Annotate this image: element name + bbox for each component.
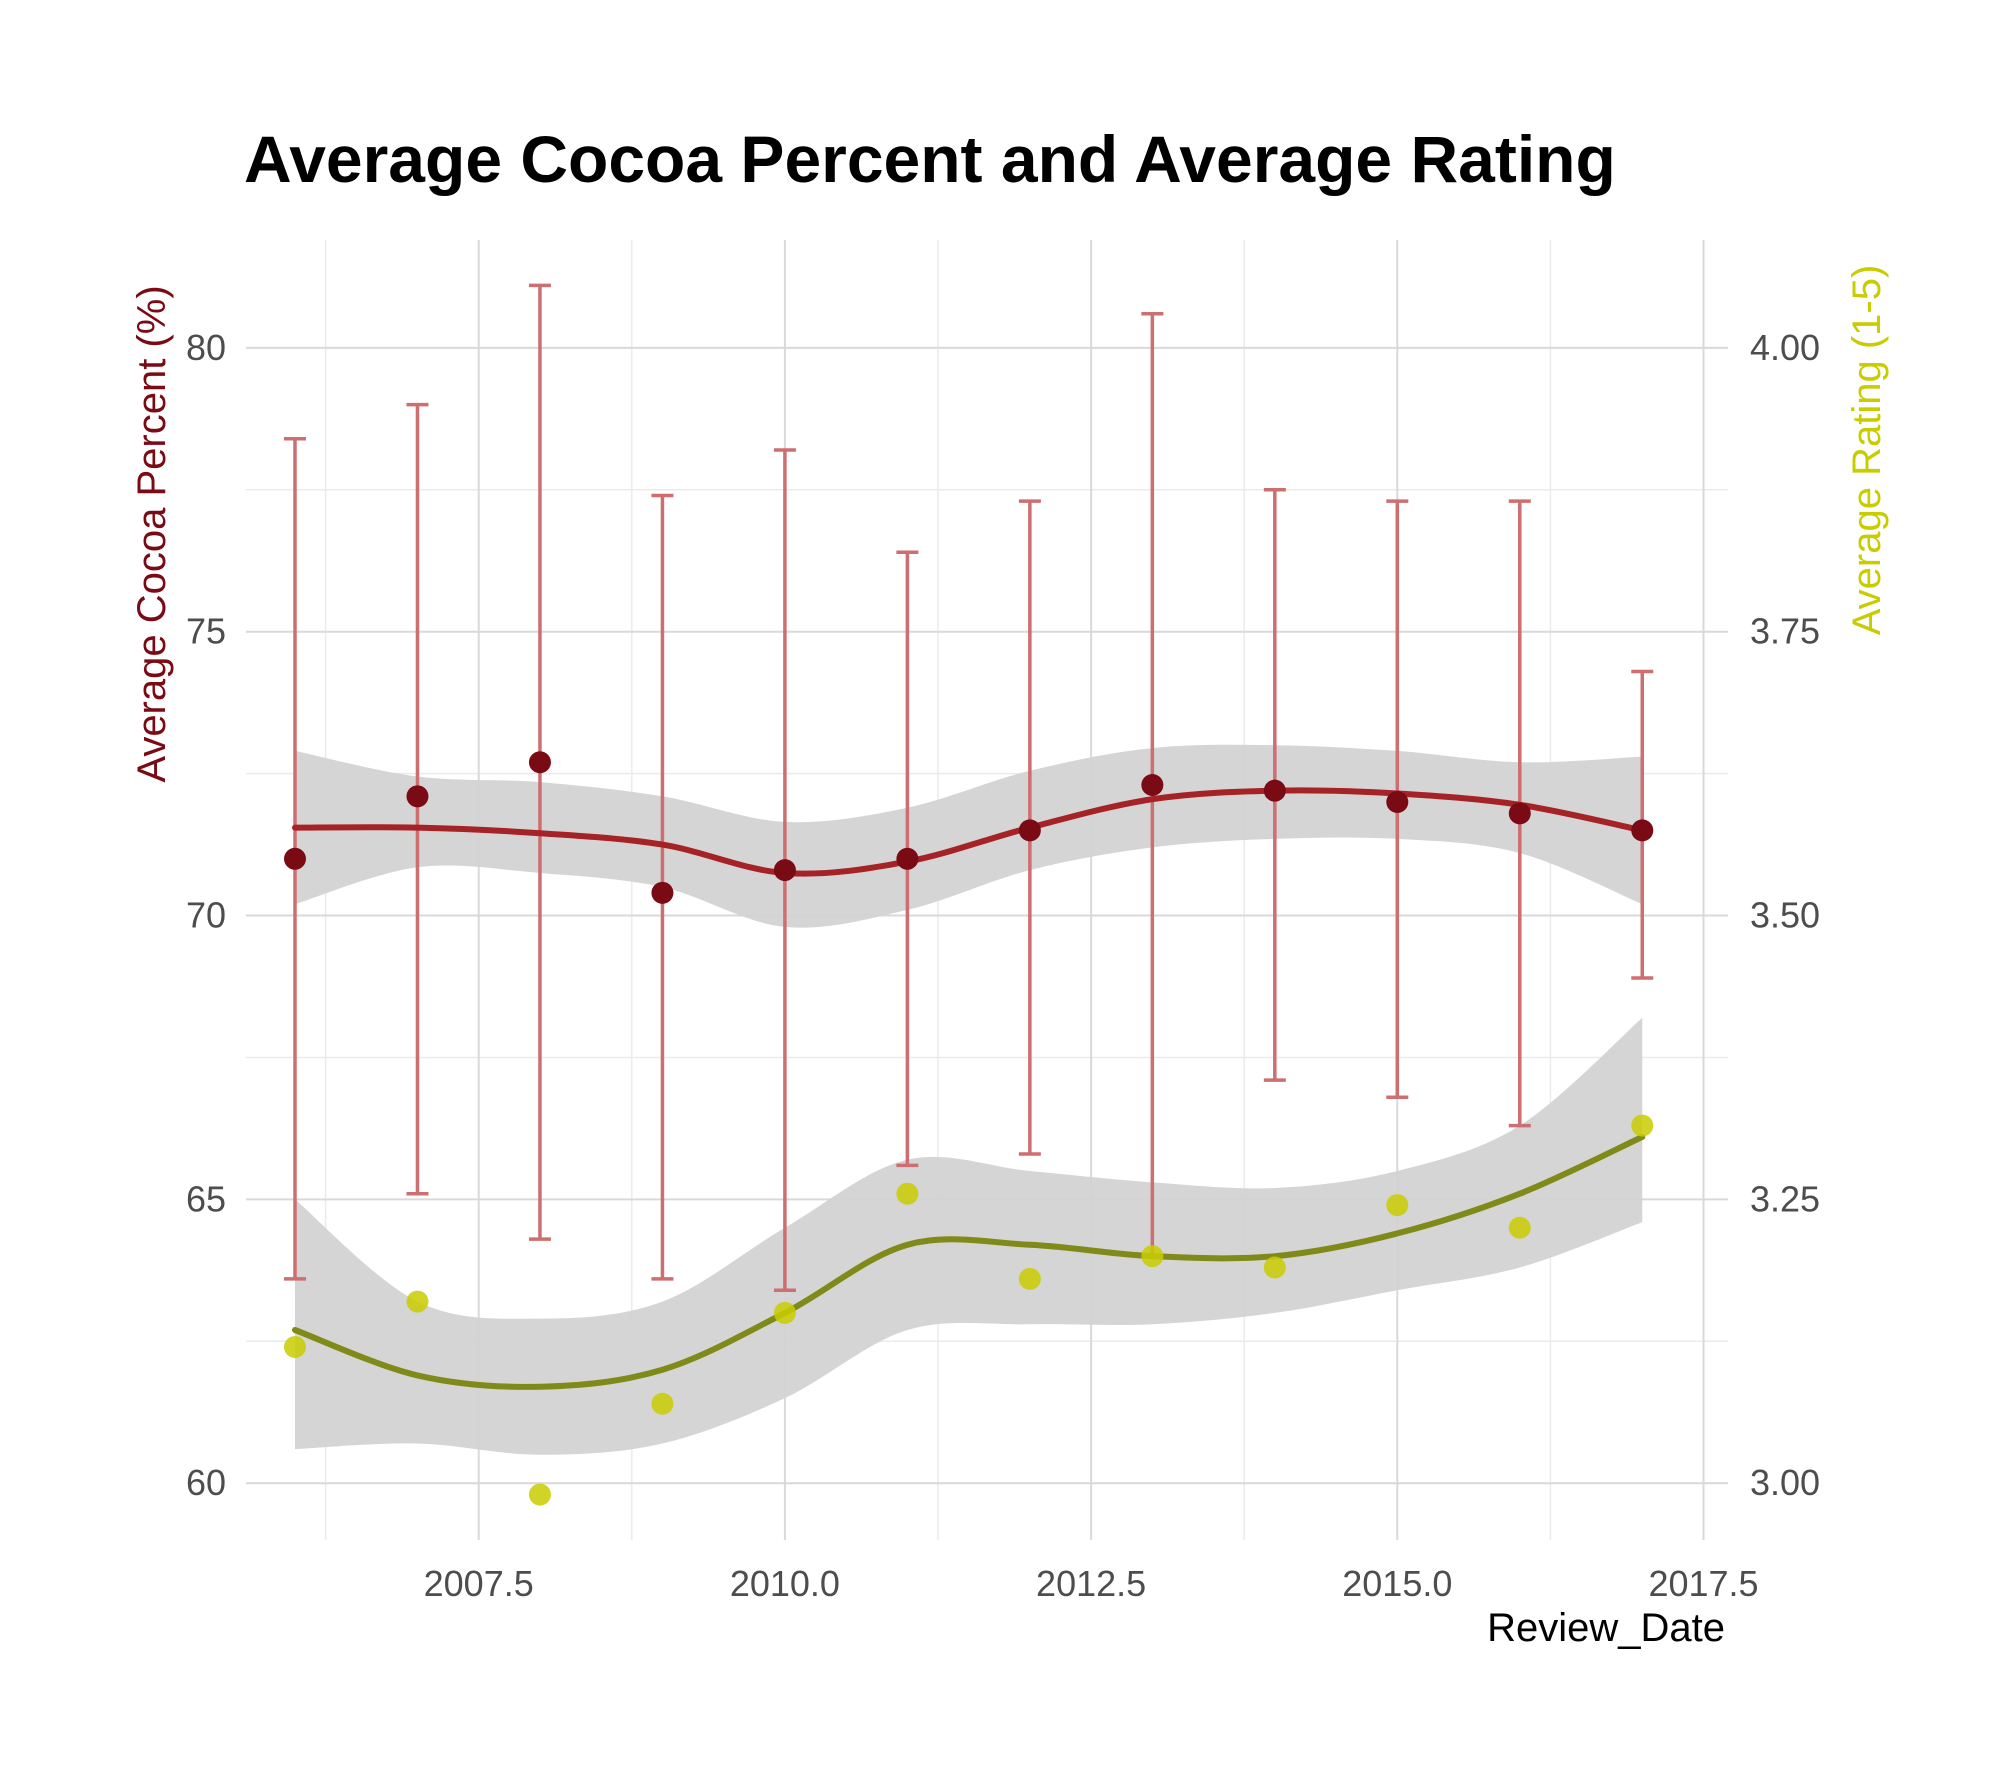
cocoa-point <box>1631 819 1654 842</box>
x-tick-label: 2015.0 <box>1342 1563 1452 1604</box>
cocoa-point <box>1263 779 1286 802</box>
rating-point <box>1018 1267 1041 1290</box>
x-axis-title: Review_Date <box>1487 1606 1725 1650</box>
rating-point <box>773 1301 796 1324</box>
y2-tick-label: 3.75 <box>1750 611 1820 652</box>
y-tick-label: 75 <box>186 611 226 652</box>
y2-tick-label: 4.00 <box>1750 327 1820 368</box>
rating-point <box>1263 1256 1286 1279</box>
y2-tick-label: 3.25 <box>1750 1178 1820 1219</box>
rating-point <box>406 1290 429 1313</box>
chart-title: Average Cocoa Percent and Average Rating <box>244 122 1616 196</box>
cocoa-point <box>773 859 796 882</box>
rating-point <box>1508 1216 1531 1239</box>
y2-axis-ticks: 3.00 3.25 3.50 3.75 4.00 <box>1750 327 1820 1503</box>
rating-point <box>1631 1114 1654 1137</box>
rating-point <box>1141 1245 1164 1268</box>
y-tick-label: 60 <box>186 1462 226 1503</box>
rating-point <box>651 1392 674 1415</box>
rating-point <box>528 1483 551 1506</box>
trend-lines <box>292 787 1646 1390</box>
cocoa-point <box>896 847 919 870</box>
cocoa-point <box>1141 773 1164 796</box>
confidence-band-2 <box>295 1017 1643 1455</box>
x-tick-label: 2007.5 <box>424 1563 534 1604</box>
cocoa-point <box>406 785 429 808</box>
trend-line-1 <box>292 787 1646 877</box>
x-axis-ticks: 2007.5 2010.0 2012.5 2015.0 2017.5 <box>424 1563 1759 1604</box>
x-tick-label: 2012.5 <box>1036 1563 1146 1604</box>
cocoa-point <box>1018 819 1041 842</box>
cocoa-point <box>1386 791 1409 814</box>
y-axis-title: Average Cocoa Percent (%) <box>130 285 174 782</box>
cocoa-point <box>528 751 551 774</box>
cocoa-point <box>651 881 674 904</box>
rating-point <box>896 1182 919 1205</box>
confidence-bands <box>295 744 1643 1455</box>
rating-point <box>283 1335 306 1358</box>
cocoa-point <box>283 847 306 870</box>
y-tick-label: 65 <box>186 1178 226 1219</box>
confidence-band-1 <box>295 744 1643 928</box>
y-tick-label: 80 <box>186 327 226 368</box>
y-axis-ticks: 60 65 70 75 80 <box>186 327 226 1503</box>
trend-line-2 <box>292 1133 1646 1390</box>
rating-point <box>1386 1194 1409 1217</box>
y2-axis-title: Average Rating (1-5) <box>1845 265 1889 636</box>
x-tick-label: 2017.5 <box>1648 1563 1758 1604</box>
y2-tick-label: 3.00 <box>1750 1462 1820 1503</box>
data-points <box>283 751 1654 1506</box>
cocoa-point <box>1508 802 1531 825</box>
x-tick-label: 2010.0 <box>730 1563 840 1604</box>
y-tick-label: 70 <box>186 895 226 936</box>
y2-tick-label: 3.50 <box>1750 895 1820 936</box>
